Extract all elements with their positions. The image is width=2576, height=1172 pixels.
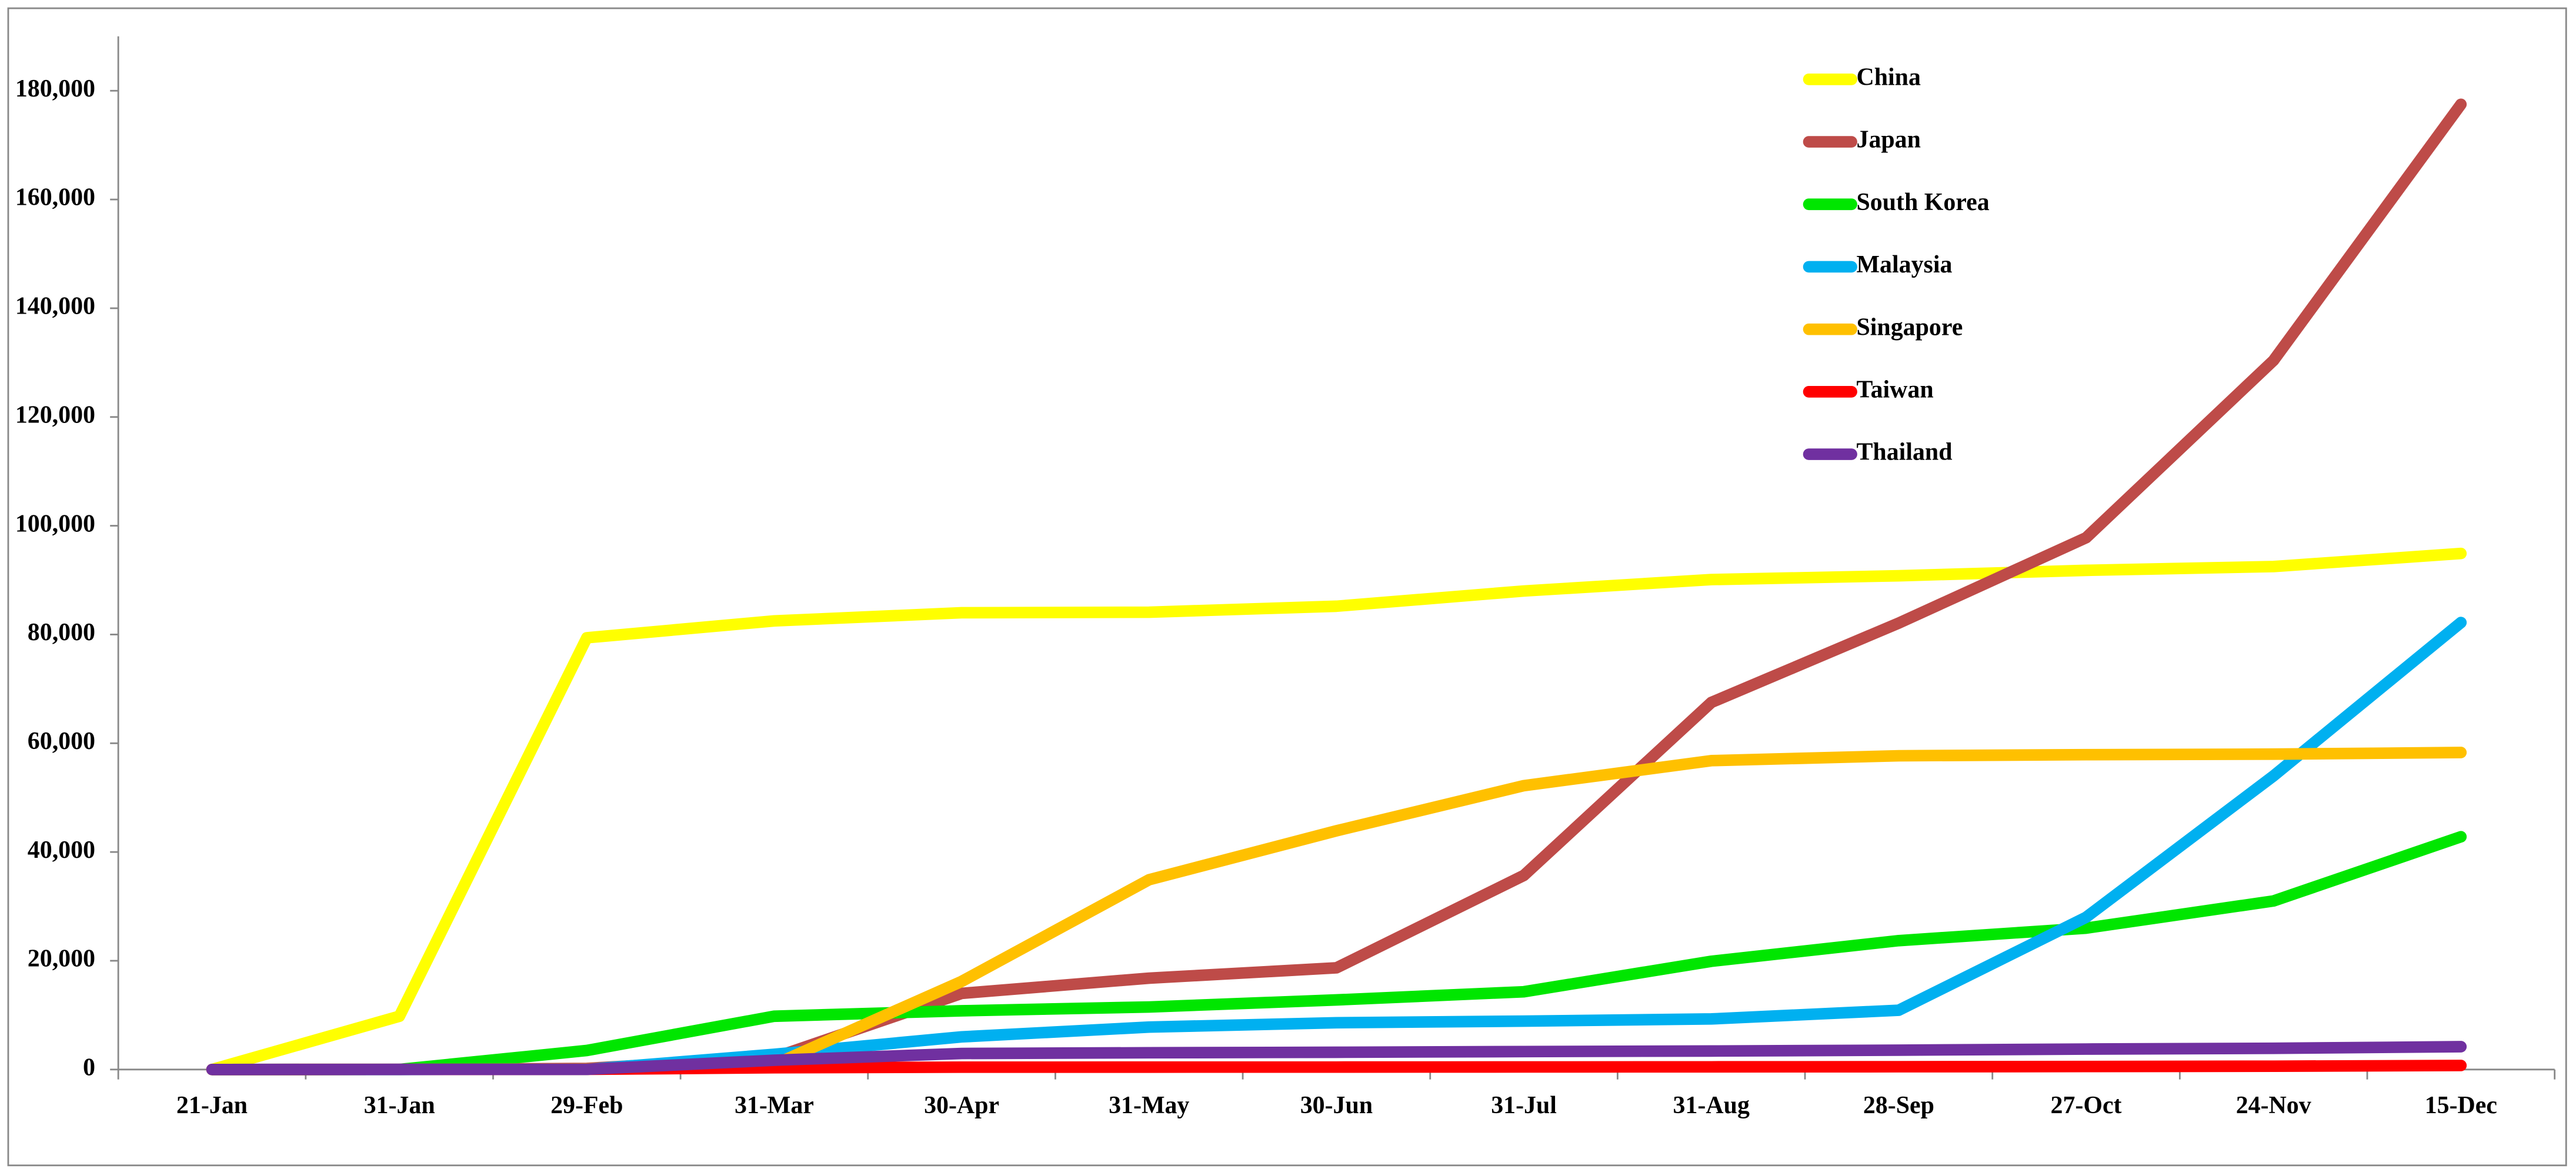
legend-label: South Korea — [1857, 189, 1990, 216]
x-tick-label: 31-May — [1109, 1092, 1189, 1119]
y-tick-label: 80,000 — [28, 619, 95, 646]
legend-label: Singapore — [1857, 314, 1963, 341]
x-tick-label: 31-Mar — [735, 1092, 814, 1119]
y-tick-label: 100,000 — [15, 510, 95, 537]
frame — [7, 7, 2567, 1167]
y-tick-label: 0 — [83, 1054, 95, 1081]
legend-label: China — [1857, 64, 1921, 91]
series-line — [206, 1041, 2467, 1076]
x-tick-label: 31-Jul — [1491, 1092, 1557, 1119]
series-line — [206, 831, 2467, 1076]
legend-label: Taiwan — [1857, 376, 1934, 403]
y-tick-label: 140,000 — [15, 292, 95, 319]
series-line — [206, 547, 2467, 1076]
x-tick-label: 28-Sep — [1863, 1092, 1934, 1119]
x-tick-label: 30-Jun — [1300, 1092, 1373, 1119]
x-tick-label: 21-Jan — [176, 1092, 248, 1119]
legend-label: Thailand — [1857, 439, 1953, 466]
x-tick-label: 27-Oct — [2051, 1092, 2122, 1119]
x-tick-label: 15-Dec — [2425, 1092, 2497, 1119]
y-tick-label: 120,000 — [15, 401, 95, 428]
x-tick-label: 29-Feb — [550, 1092, 623, 1119]
y-tick-label: 40,000 — [28, 837, 95, 864]
x-tick-label: 30-Apr — [924, 1092, 999, 1119]
y-tick-label: 180,000 — [15, 75, 95, 102]
y-tick-label: 60,000 — [28, 728, 95, 755]
x-tick-label: 24-Nov — [2236, 1092, 2312, 1119]
legend-label: Japan — [1857, 126, 1921, 154]
x-tick-label: 31-Jan — [364, 1092, 435, 1119]
x-tick-label: 31-Aug — [1673, 1092, 1750, 1119]
legend-label: Malaysia — [1857, 251, 1953, 278]
y-tick-label: 160,000 — [15, 184, 95, 211]
y-tick-label: 20,000 — [28, 945, 95, 973]
